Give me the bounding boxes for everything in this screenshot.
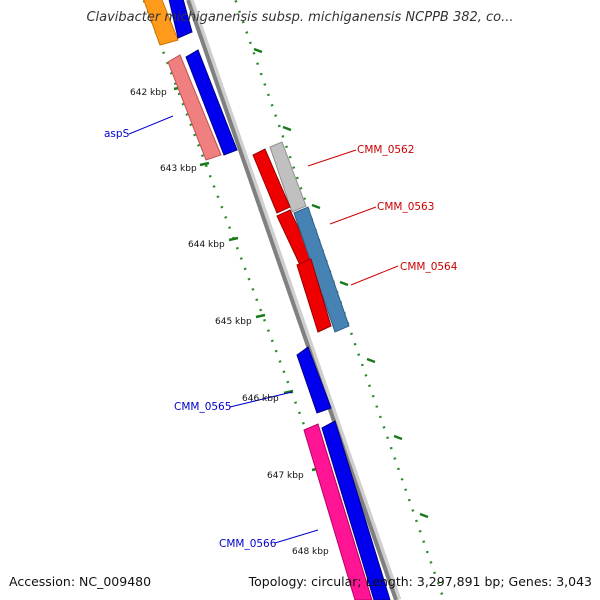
map-title: Clavibacter michiganensis subsp. michiga… (86, 10, 514, 25)
tick-label-642: 642 kbp (130, 88, 167, 98)
tick-label-647: 647 kbp (267, 471, 304, 481)
gene-label-CMM_0566[interactable]: CMM_0566 (219, 538, 277, 550)
tick-label-645: 645 kbp (215, 317, 252, 327)
tick-label-644: 644 kbp (188, 240, 225, 250)
gene-label-CMM_0564[interactable]: CMM_0564 (400, 261, 458, 273)
backbone (186, 0, 398, 600)
pink-rna-feature (303, 423, 373, 600)
CMM_0566-arrow (321, 420, 391, 600)
top-blue-feature (168, 0, 193, 39)
aspS-rna-feature (167, 54, 222, 161)
tick-label-648: 648 kbp (292, 547, 329, 557)
aspS-cds-arrow (185, 49, 238, 156)
callout-lines (128, 115, 399, 544)
tick-label-646: 646 kbp (242, 394, 279, 404)
accession-text: Accession: NC_009480 (9, 574, 152, 589)
gene-label-aspS[interactable]: aspS (104, 128, 130, 140)
gene-label-CMM_0563[interactable]: CMM_0563 (377, 201, 434, 213)
CMM_0562-arrow (252, 148, 291, 214)
orange-feature (143, 0, 179, 46)
CMM_0564-arrow (296, 258, 332, 333)
gene-label-CMM_0562[interactable]: CMM_0562 (357, 144, 414, 156)
tick-label-643: 643 kbp (160, 164, 197, 174)
gray-feature (269, 141, 307, 213)
gene-label-CMM_0565[interactable]: CMM_0565 (174, 401, 231, 413)
outer-major-ticks (253, 47, 429, 519)
CMM_0565-arrow (296, 346, 332, 414)
topology-text: Topology: circular; Length: 3,297,891 bp… (248, 574, 592, 589)
